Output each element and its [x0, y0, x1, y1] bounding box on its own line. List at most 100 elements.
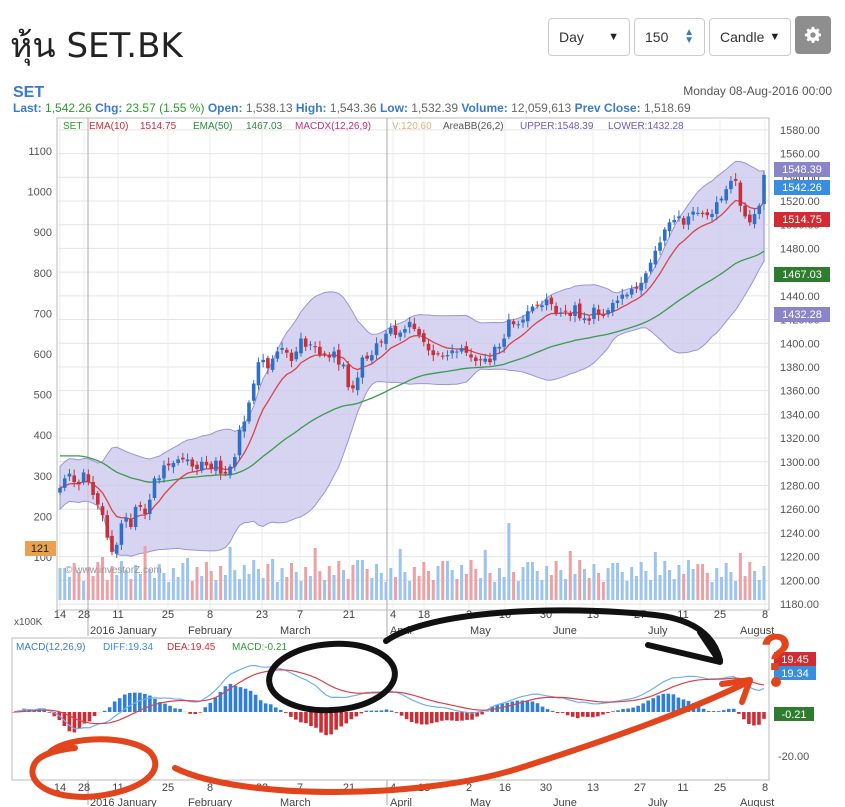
macd-histogram-bar — [334, 712, 338, 730]
volume-bar — [497, 568, 501, 600]
volume-bar — [417, 576, 421, 600]
macd-histogram-bar — [696, 705, 701, 712]
y-left-tick-label: 300 — [34, 471, 52, 483]
quote-line: Last: 1,542.26 Chg: 23.57 (1.55 %) Open:… — [13, 101, 691, 115]
candle — [667, 222, 672, 232]
x-tick-label: 30 — [540, 782, 552, 794]
macd-histogram-bar — [404, 712, 409, 720]
candle — [398, 332, 402, 337]
macd-histogram-bar — [324, 712, 328, 736]
volume-bar — [668, 570, 672, 600]
candle — [166, 463, 171, 466]
x-tick-label: 25 — [714, 782, 726, 794]
candle — [577, 303, 582, 319]
volume-bar — [644, 571, 648, 600]
y-right-tick-label: 1260.00 — [780, 504, 820, 516]
x-tick-label: 23 — [256, 609, 268, 621]
macd-histogram-bar — [515, 700, 520, 712]
month-label: July — [648, 625, 668, 637]
macd-histogram-bar — [641, 703, 645, 712]
candle — [431, 350, 436, 356]
macd-tick: -20.00 — [778, 751, 809, 763]
candle — [563, 310, 568, 312]
volume-bar — [696, 564, 700, 600]
x-tick-label: 25 — [714, 609, 726, 621]
volume-bar — [233, 570, 237, 600]
volume-bar — [242, 565, 246, 600]
last-label: Last: — [13, 101, 42, 115]
macd-histogram-bar — [284, 712, 288, 713]
x-tick-label: 8 — [762, 609, 768, 621]
candle — [422, 333, 426, 343]
volume-bar — [176, 577, 180, 600]
volume-bar — [115, 575, 119, 600]
x-tick-label: 14 — [54, 609, 66, 621]
y-left-tick-label: 1000 — [28, 187, 52, 199]
macd-histogram-bar — [671, 694, 676, 712]
macd-histogram-bar — [374, 710, 379, 712]
candle — [464, 346, 469, 353]
volume-bar — [58, 568, 62, 600]
candle — [629, 288, 634, 295]
volume-bar — [474, 569, 478, 600]
candle — [686, 216, 691, 225]
volume-bar — [77, 572, 81, 600]
chart-style-select[interactable]: Candle ▼ — [709, 18, 791, 56]
volume-bar — [568, 551, 572, 600]
candle — [355, 377, 360, 391]
volume-bar — [389, 568, 393, 600]
upper-tag-text: 1548.39 — [782, 164, 822, 176]
volume-bar — [337, 561, 341, 600]
period-select[interactable]: Day ▼ — [548, 18, 630, 56]
up-down-spinner-icon[interactable]: ▲ ▼ — [684, 27, 694, 46]
macd-legend-diff: DIFF:19.34 — [103, 642, 153, 653]
candle — [332, 351, 336, 358]
macd-histogram-bar — [752, 712, 756, 726]
macd-histogram-bar — [319, 712, 323, 733]
y-left-tick-label: 500 — [34, 390, 52, 402]
macd-histogram-bar — [92, 712, 97, 717]
stock-symbol: SET — [13, 84, 45, 101]
candle — [762, 174, 766, 204]
volume-bar — [323, 580, 327, 600]
count-stepper[interactable]: 150 ▲ ▼ — [634, 18, 705, 56]
candle — [511, 321, 516, 325]
candle — [535, 304, 540, 306]
candle — [606, 310, 610, 315]
volume-bar — [398, 549, 402, 600]
candle — [530, 306, 535, 312]
macd-histogram-bar — [294, 712, 298, 720]
volume-bar — [63, 568, 67, 600]
lower-tag-text: 1432.28 — [782, 309, 822, 321]
diff-tag-text: 19.34 — [781, 668, 809, 680]
macd-histogram-bar — [67, 712, 72, 732]
candle — [521, 319, 525, 323]
x-tick-label: 27 — [634, 782, 646, 794]
black-arrowhead — [645, 629, 723, 665]
macd-histogram-bar — [102, 710, 107, 712]
macd-histogram-bar — [52, 712, 57, 717]
candle — [351, 385, 355, 389]
candle — [497, 346, 502, 349]
macd-histogram-bar — [762, 712, 766, 719]
candle — [365, 355, 369, 359]
y-right-tick-label: 1400.00 — [780, 338, 820, 350]
volume-bar — [228, 547, 232, 600]
macd-histogram-bar — [364, 710, 369, 712]
macd-histogram-bar — [575, 712, 580, 719]
macd-histogram-bar — [339, 712, 343, 727]
candle — [114, 544, 119, 554]
macd-histogram-bar — [661, 693, 666, 712]
volume-bar — [266, 564, 270, 600]
y-left-tick-label: 200 — [34, 511, 52, 523]
candle — [615, 300, 620, 303]
candle — [204, 461, 209, 466]
macd-histogram-bar — [706, 711, 711, 712]
candle — [294, 351, 299, 360]
macd-histogram-bar — [258, 700, 263, 712]
candle — [696, 212, 700, 214]
settings-button[interactable] — [795, 16, 831, 54]
volume-bar — [469, 560, 473, 600]
macd-histogram-bar — [545, 709, 550, 712]
